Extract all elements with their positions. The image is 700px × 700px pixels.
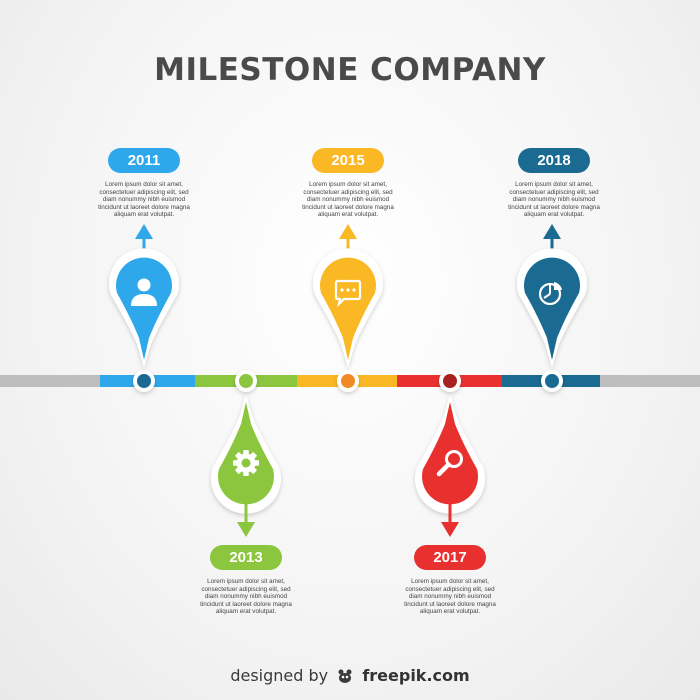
milestone-2011: [109, 224, 180, 392]
milestone-2013: [211, 370, 281, 537]
credit-brand-link[interactable]: freepik.com: [362, 666, 470, 685]
milestone-2015: [313, 224, 383, 392]
milestone-description-2015: Lorem ipsum dolor sit amet, consectetuer …: [302, 181, 394, 219]
gear-icon: [233, 450, 259, 476]
milestone-2017: [415, 370, 485, 537]
milestone-2018: [517, 224, 587, 392]
year-badge-2011: 2011: [108, 148, 180, 173]
page-title: MILESTONE COMPANY: [154, 52, 546, 88]
milestone-description-2018: Lorem ipsum dolor sit amet, consectetuer …: [508, 181, 600, 219]
year-badge-2015: 2015: [312, 148, 384, 173]
milestone-description-2011: Lorem ipsum dolor sit amet, consectetuer …: [98, 181, 190, 219]
year-badge-2013: 2013: [210, 545, 282, 570]
person-icon: [131, 278, 157, 306]
magnifier-icon: [436, 450, 463, 477]
credit-prefix: designed by: [230, 666, 329, 685]
freepik-logo-icon: [336, 668, 354, 688]
year-badge-2018: 2018: [518, 148, 590, 173]
chat-bubble-icon: [334, 279, 362, 308]
pie-chart-icon: [538, 282, 562, 306]
milestone-description-2017: Lorem ipsum dolor sit amet, consectetuer …: [404, 578, 496, 616]
milestone-description-2013: Lorem ipsum dolor sit amet, consectetuer …: [200, 578, 292, 616]
year-badge-2017: 2017: [414, 545, 486, 570]
credit-footer: designed by freepik.com: [0, 666, 700, 688]
